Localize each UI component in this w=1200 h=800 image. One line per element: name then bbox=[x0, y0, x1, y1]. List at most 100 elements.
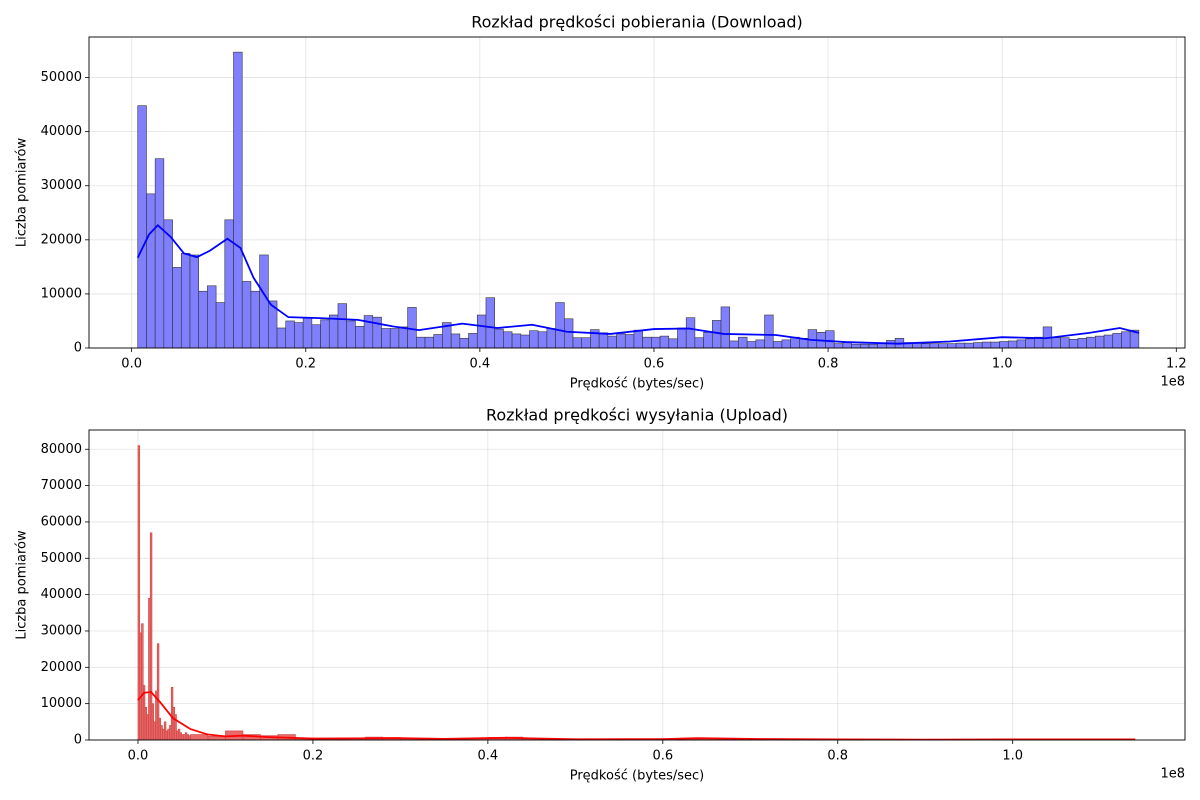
bar bbox=[859, 343, 870, 348]
bar bbox=[581, 337, 591, 348]
bar bbox=[868, 343, 879, 348]
bar bbox=[156, 643, 160, 740]
x-tick-label: 0.2 bbox=[295, 357, 316, 372]
x-tick-label: 0.4 bbox=[470, 357, 491, 372]
bar bbox=[642, 336, 652, 348]
bar bbox=[424, 336, 435, 348]
bar bbox=[198, 290, 208, 348]
x-tick-label: 1.0 bbox=[992, 357, 1013, 372]
bar bbox=[398, 326, 408, 348]
bar bbox=[1129, 329, 1140, 348]
bar bbox=[1068, 339, 1079, 348]
bar bbox=[485, 297, 495, 348]
bar bbox=[555, 302, 565, 348]
bar bbox=[1103, 334, 1114, 348]
bar bbox=[955, 342, 966, 348]
bar bbox=[276, 327, 287, 348]
bar bbox=[842, 342, 852, 348]
bar bbox=[190, 734, 209, 740]
bar bbox=[250, 290, 260, 348]
bar bbox=[1051, 337, 1061, 348]
bar bbox=[294, 322, 304, 348]
bar bbox=[694, 337, 704, 348]
bar bbox=[172, 267, 182, 348]
y-axis-label: Liczba pomiarów bbox=[15, 138, 30, 248]
x-tick-label: 0.8 bbox=[818, 357, 839, 372]
bar bbox=[624, 334, 635, 348]
bar bbox=[311, 324, 321, 348]
bar bbox=[416, 336, 426, 348]
bar bbox=[346, 320, 356, 348]
bar bbox=[851, 343, 861, 348]
bar bbox=[337, 303, 347, 348]
bar bbox=[720, 306, 731, 348]
x-tick-label: 0.6 bbox=[644, 357, 665, 372]
bar bbox=[929, 343, 939, 348]
x-offset-label: 1e8 bbox=[1160, 767, 1185, 782]
bar bbox=[407, 307, 417, 348]
axes-frame bbox=[88, 36, 1186, 349]
axes-frame bbox=[88, 429, 1186, 741]
bar bbox=[833, 343, 844, 348]
bar bbox=[285, 320, 295, 348]
bar bbox=[1025, 338, 1035, 348]
bar bbox=[180, 253, 191, 348]
histogram-panel: 0 10000 20000 30000 40000 50000 0.0 0.2 0.4 0.6 0.… bbox=[15, 13, 1187, 392]
bar bbox=[755, 339, 765, 348]
bar bbox=[511, 333, 522, 348]
y-tick-label: 40000 bbox=[41, 587, 82, 602]
bar bbox=[685, 317, 696, 348]
y-tick-label: 0 bbox=[74, 341, 82, 356]
y-tick-label: 10000 bbox=[41, 286, 82, 301]
bar bbox=[990, 341, 1000, 348]
x-tick-label: 0.6 bbox=[652, 749, 673, 764]
bar bbox=[302, 317, 313, 348]
y-tick-label: 20000 bbox=[41, 660, 82, 675]
bar bbox=[389, 328, 400, 348]
bar bbox=[320, 319, 330, 348]
bar bbox=[433, 334, 443, 348]
bar bbox=[189, 254, 199, 348]
bar bbox=[215, 302, 226, 348]
y-tick-label: 80000 bbox=[41, 442, 82, 457]
bar bbox=[450, 333, 461, 348]
y-tick-label: 30000 bbox=[41, 178, 82, 193]
bar bbox=[141, 623, 144, 740]
bar bbox=[981, 341, 992, 348]
y-tick-label: 50000 bbox=[41, 551, 82, 566]
bar bbox=[947, 343, 957, 348]
x-tick-label: 0.2 bbox=[303, 749, 324, 764]
bar bbox=[633, 329, 643, 348]
bar bbox=[999, 341, 1009, 348]
bar bbox=[328, 314, 339, 348]
bar bbox=[546, 328, 556, 348]
bar bbox=[677, 327, 687, 348]
marks bbox=[136, 51, 1140, 348]
bar bbox=[616, 333, 626, 348]
bar bbox=[772, 341, 783, 348]
x-offset-label: 1e8 bbox=[1160, 375, 1185, 390]
x-tick-label: 1.2 bbox=[1166, 357, 1187, 372]
bar bbox=[729, 340, 739, 348]
bar bbox=[1060, 337, 1070, 348]
y-tick-label: 20000 bbox=[41, 232, 82, 247]
bar bbox=[973, 342, 983, 348]
bar bbox=[1007, 340, 1018, 348]
x-tick-label: 1.0 bbox=[1002, 749, 1023, 764]
bar bbox=[468, 333, 478, 348]
bar bbox=[1077, 337, 1087, 348]
bar bbox=[598, 332, 609, 348]
bar bbox=[659, 335, 670, 348]
bar bbox=[233, 51, 243, 348]
histogram-panel: 0 10000 20000 30000 40000 50000 60000 70000 8000… bbox=[15, 406, 1186, 784]
bar bbox=[154, 158, 165, 348]
x-tick-label: 0.8 bbox=[827, 749, 848, 764]
bar bbox=[537, 331, 548, 348]
bar bbox=[459, 337, 469, 348]
bar bbox=[1086, 336, 1096, 348]
bar bbox=[529, 330, 539, 348]
x-tick-label: 0.4 bbox=[478, 749, 499, 764]
y-axis-label: Liczba pomiarów bbox=[15, 530, 30, 640]
bar bbox=[207, 285, 217, 348]
